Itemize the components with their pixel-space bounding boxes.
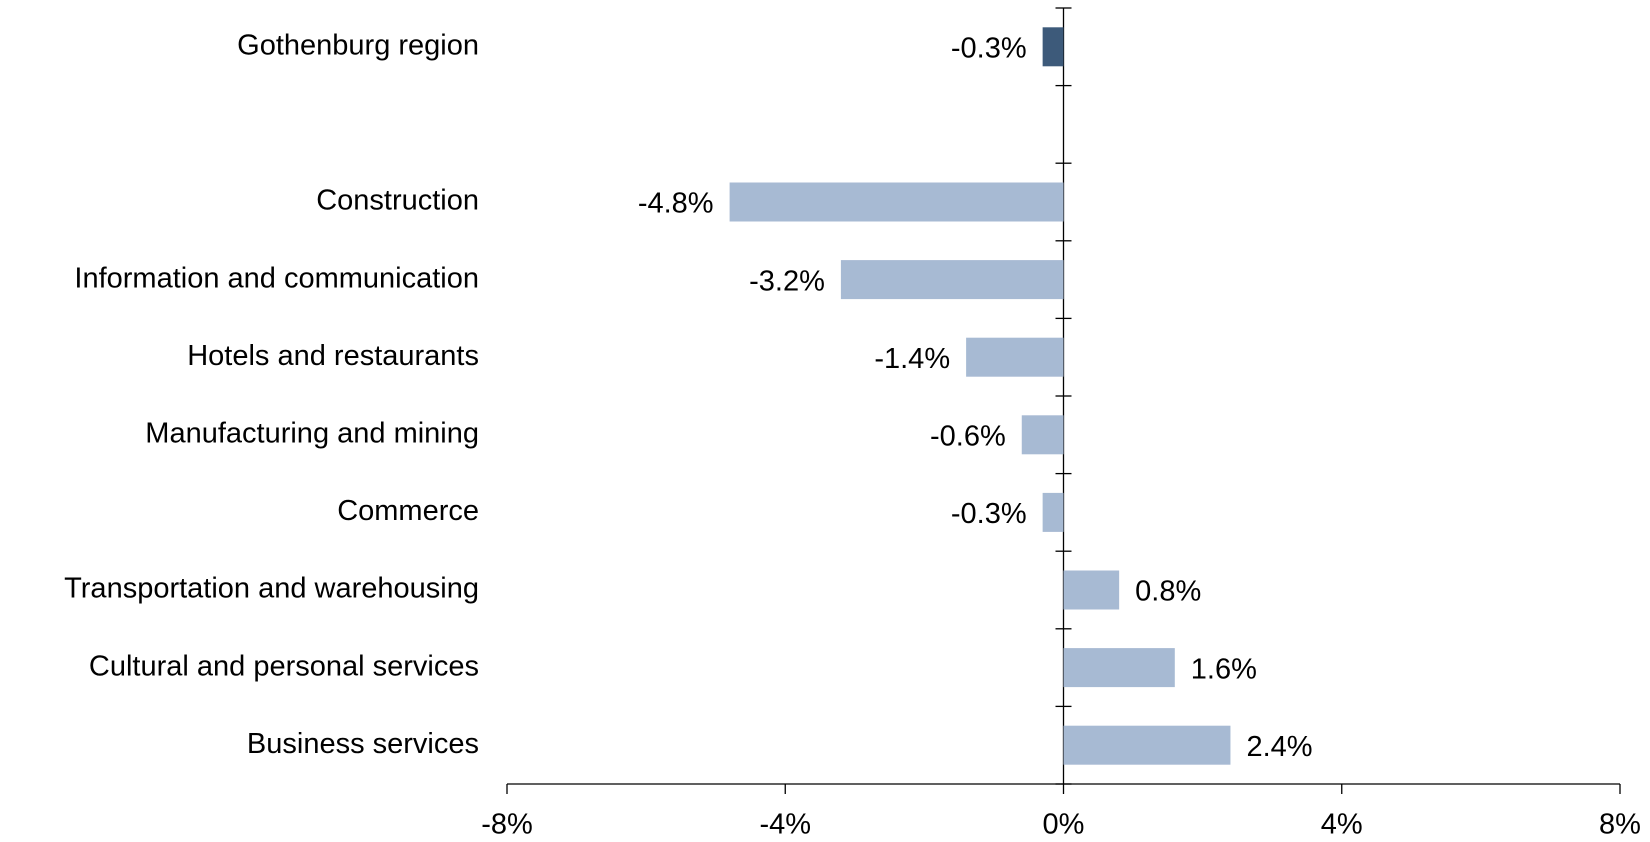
- x-tick-label: -8%: [481, 809, 533, 841]
- bar: [1042, 492, 1064, 532]
- bar: [1063, 725, 1231, 765]
- category-label: Transportation and warehousing: [64, 573, 479, 605]
- x-tick-label: -4%: [759, 809, 811, 841]
- bar: [966, 337, 1064, 377]
- value-label: 2.4%: [1246, 731, 1312, 763]
- x-tick-label: 0%: [1043, 809, 1085, 841]
- category-label: Construction: [316, 185, 479, 217]
- category-label: Hotels and restaurants: [187, 340, 479, 372]
- category-label: Cultural and personal services: [89, 650, 479, 682]
- value-label: 0.8%: [1135, 576, 1201, 608]
- category-label: Information and communication: [74, 262, 479, 294]
- category-label: Manufacturing and mining: [145, 417, 479, 449]
- bar: [1042, 27, 1064, 67]
- value-label: -1.4%: [874, 343, 950, 375]
- category-label: Gothenburg region: [237, 29, 479, 61]
- value-label: 1.6%: [1191, 653, 1257, 685]
- bar: [1063, 570, 1120, 610]
- bar: [729, 182, 1064, 222]
- category-label: Commerce: [337, 495, 479, 527]
- category-label: Business services: [247, 728, 479, 760]
- value-label: -0.3%: [951, 32, 1027, 64]
- bar: [840, 260, 1064, 300]
- x-tick-label: 8%: [1599, 809, 1641, 841]
- bar: [1063, 648, 1175, 688]
- value-label: -3.2%: [749, 265, 825, 297]
- value-label: -0.6%: [930, 420, 1006, 452]
- x-tick-label: 4%: [1321, 809, 1363, 841]
- value-label: -4.8%: [638, 188, 714, 220]
- bar: [1021, 415, 1064, 455]
- value-label: -0.3%: [951, 498, 1027, 530]
